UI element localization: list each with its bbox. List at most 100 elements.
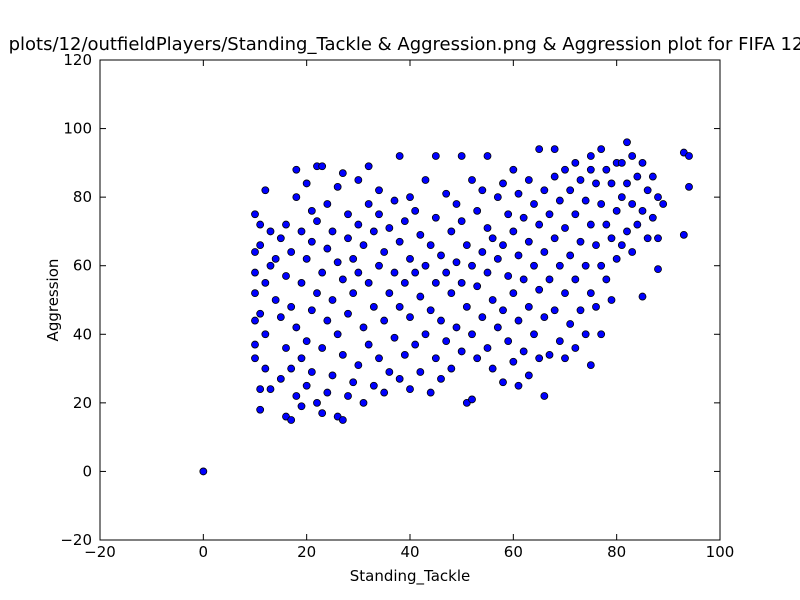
data-point (545, 275, 554, 284)
data-point (643, 234, 652, 243)
data-point (251, 248, 259, 256)
data-point (323, 316, 332, 325)
data-point (483, 344, 492, 352)
data-point (530, 200, 538, 208)
data-points (199, 138, 693, 476)
data-point (333, 182, 342, 191)
data-point (328, 296, 337, 304)
data-point (437, 316, 445, 325)
data-point (256, 241, 265, 250)
data-point (271, 254, 280, 263)
data-point (349, 378, 358, 387)
data-point (328, 371, 337, 380)
data-point (354, 268, 363, 277)
data-point (447, 289, 456, 298)
data-point (359, 398, 368, 407)
data-point (364, 200, 373, 208)
data-point (318, 268, 327, 277)
data-point (251, 268, 259, 277)
data-point (266, 227, 275, 236)
data-point (307, 237, 316, 246)
data-point (369, 302, 378, 311)
data-point (638, 206, 647, 215)
data-point (276, 234, 285, 243)
y-tick-label: 100 (63, 120, 92, 138)
data-point (411, 206, 420, 215)
data-point (504, 337, 513, 346)
data-point (426, 241, 435, 250)
data-point (643, 186, 652, 195)
data-point (566, 320, 575, 328)
data-point (364, 162, 373, 171)
data-point (468, 176, 476, 184)
data-point (581, 196, 590, 205)
data-point (297, 354, 306, 363)
data-point (561, 289, 569, 298)
data-point (540, 313, 549, 322)
data-point (602, 165, 611, 174)
data-point (390, 196, 399, 205)
data-point (400, 217, 409, 226)
data-point (380, 316, 389, 325)
data-point (266, 385, 275, 394)
data-point (385, 368, 394, 376)
data-point (251, 340, 259, 349)
data-point (679, 230, 688, 239)
data-point (561, 165, 569, 174)
data-point (421, 261, 430, 270)
data-point (561, 354, 569, 363)
data-point (390, 268, 399, 277)
data-point (287, 248, 296, 256)
x-tick-label: −20 (84, 543, 116, 561)
data-point (571, 158, 580, 167)
y-axis-ticks: −20 0 20 40 60 80 100 120 (60, 51, 720, 549)
data-point (530, 330, 538, 339)
data-point (545, 210, 554, 219)
data-point (457, 152, 466, 160)
data-point (592, 241, 600, 250)
data-point (287, 416, 296, 424)
y-tick-label: 60 (73, 257, 92, 275)
data-point (344, 309, 352, 318)
data-point (354, 361, 363, 370)
data-point (457, 278, 466, 287)
data-point (473, 206, 482, 215)
data-point (287, 302, 296, 311)
data-point (493, 323, 502, 332)
data-point (364, 340, 373, 349)
data-point (633, 220, 642, 229)
data-point (483, 152, 492, 160)
data-point (251, 354, 259, 363)
data-point (292, 323, 301, 332)
data-point (561, 224, 569, 232)
data-point (617, 193, 626, 202)
data-point (488, 364, 497, 373)
data-point (571, 275, 580, 284)
data-point (359, 241, 368, 250)
data-point (535, 285, 544, 294)
data-point (571, 344, 580, 352)
data-point (395, 302, 404, 311)
data-point (421, 330, 430, 339)
data-point (385, 224, 394, 232)
data-point (478, 186, 487, 195)
data-point (421, 176, 430, 184)
data-point (354, 220, 363, 229)
data-point (586, 361, 595, 370)
data-point (524, 371, 533, 380)
data-point (654, 265, 662, 274)
x-tick-label: 60 (504, 543, 523, 561)
data-point (555, 337, 564, 346)
data-point (282, 272, 290, 280)
data-point (509, 357, 518, 366)
data-point (271, 296, 280, 304)
data-point (287, 364, 296, 373)
data-point (333, 258, 342, 267)
data-point (623, 227, 631, 236)
data-point (452, 323, 461, 332)
data-point (514, 316, 523, 325)
data-point (344, 392, 352, 400)
data-point (338, 169, 347, 178)
y-tick-label: 120 (63, 51, 92, 69)
